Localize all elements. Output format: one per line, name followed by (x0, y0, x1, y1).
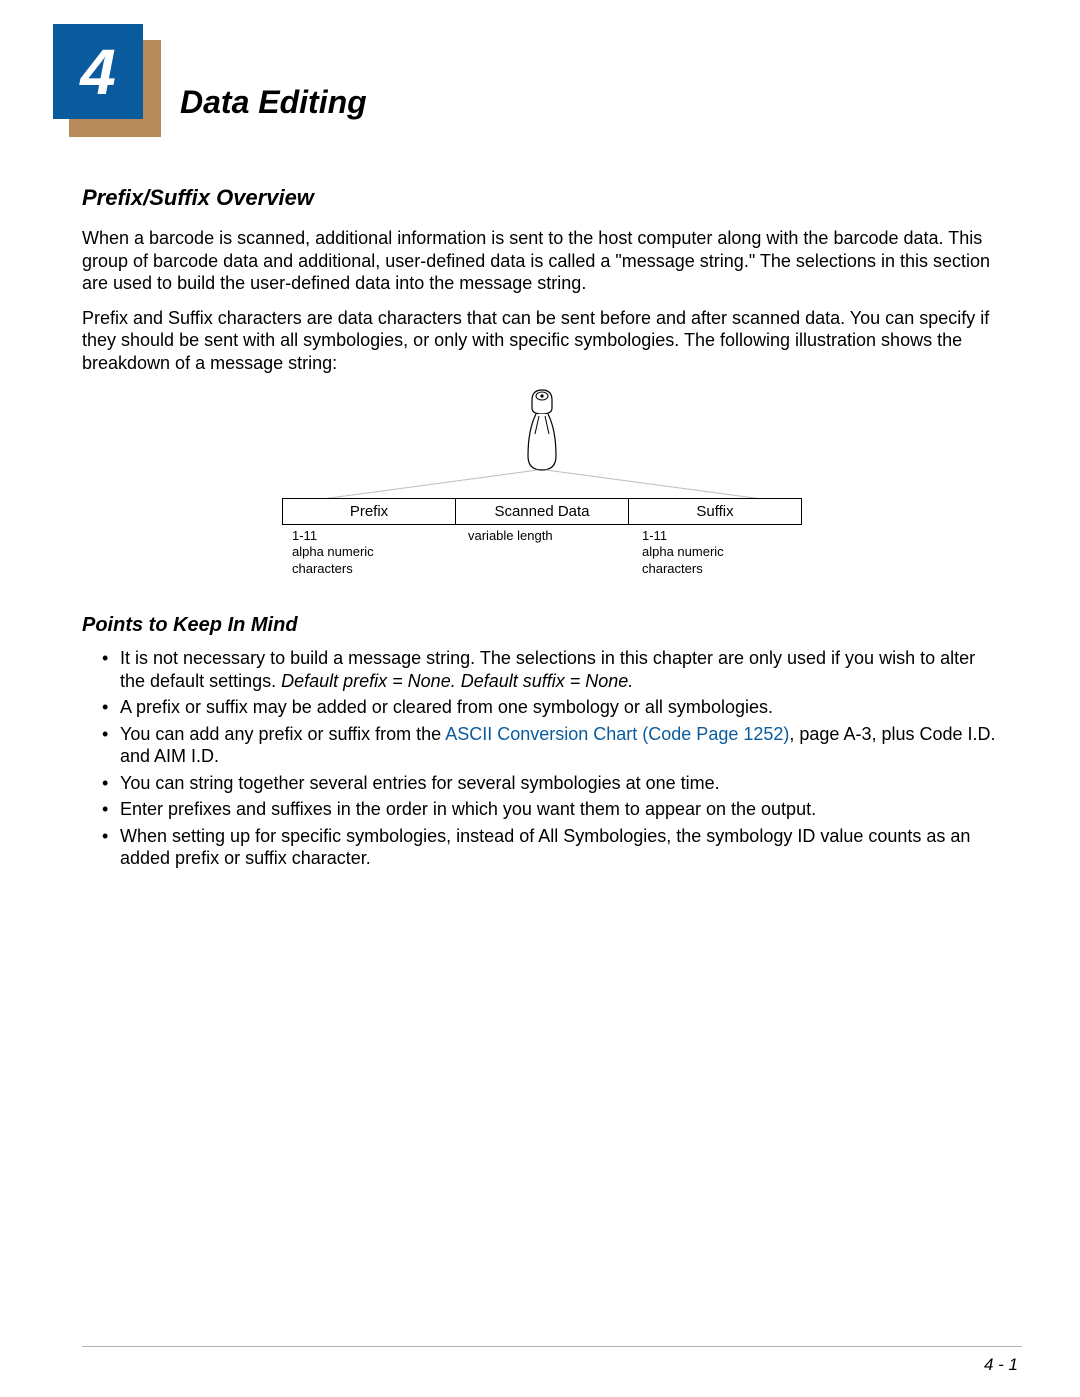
message-string-table: Prefix Scanned Data Suffix (282, 498, 802, 525)
sub-suffix-l2: alpha numeric (642, 544, 724, 559)
bullet-2: A prefix or suffix may be added or clear… (102, 696, 1002, 719)
bullet-5: Enter prefixes and suffixes in the order… (102, 798, 1002, 821)
footer-rule (82, 1346, 1022, 1347)
section-heading-points: Points to Keep In Mind (82, 614, 1002, 637)
chapter-number: 4 (53, 24, 143, 119)
chapter-title: Data Editing (180, 84, 367, 121)
sub-suffix-l3: characters (642, 561, 703, 576)
overview-para-1: When a barcode is scanned, additional in… (82, 227, 1002, 295)
sub-prefix: 1-11 alpha numeric characters (292, 528, 452, 577)
section-heading-overview: Prefix/Suffix Overview (82, 185, 1002, 211)
bullet-4: You can string together several entries … (102, 772, 1002, 795)
sub-prefix-l3: characters (292, 561, 353, 576)
chapter-badge: 4 (53, 24, 161, 137)
sub-mid-text: variable length (468, 528, 553, 543)
bullet-6: When setting up for specific symbologies… (102, 825, 1002, 870)
page: 4 Data Editing Prefix/Suffix Overview Wh… (0, 0, 1080, 1397)
overview-para-2: Prefix and Suffix characters are data ch… (82, 307, 1002, 375)
points-list: It is not necessary to build a message s… (82, 647, 1002, 870)
sub-prefix-l1: 1-11 (292, 528, 317, 543)
bullet-3: You can add any prefix or suffix from th… (102, 723, 1002, 768)
sub-prefix-l2: alpha numeric (292, 544, 374, 559)
sub-mid: variable length (468, 528, 628, 544)
bullet-1b: Default prefix = None. Default suffix = … (281, 671, 633, 691)
cell-scanned: Scanned Data (456, 499, 629, 525)
message-string-diagram: Prefix Scanned Data Suffix 1-11 alpha nu… (282, 386, 802, 586)
page-number: 4 - 1 (984, 1355, 1018, 1375)
sub-suffix: 1-11 alpha numeric characters (642, 528, 802, 577)
bullet-1: It is not necessary to build a message s… (102, 647, 1002, 692)
ascii-chart-link[interactable]: ASCII Conversion Chart (Code Page 1252) (445, 724, 789, 744)
cell-suffix: Suffix (629, 499, 802, 525)
bullet-3a: You can add any prefix or suffix from th… (120, 724, 445, 744)
content-area: Prefix/Suffix Overview When a barcode is… (82, 185, 1002, 874)
scan-beam (282, 386, 802, 516)
sub-suffix-l1: 1-11 (642, 528, 667, 543)
cell-prefix: Prefix (283, 499, 456, 525)
